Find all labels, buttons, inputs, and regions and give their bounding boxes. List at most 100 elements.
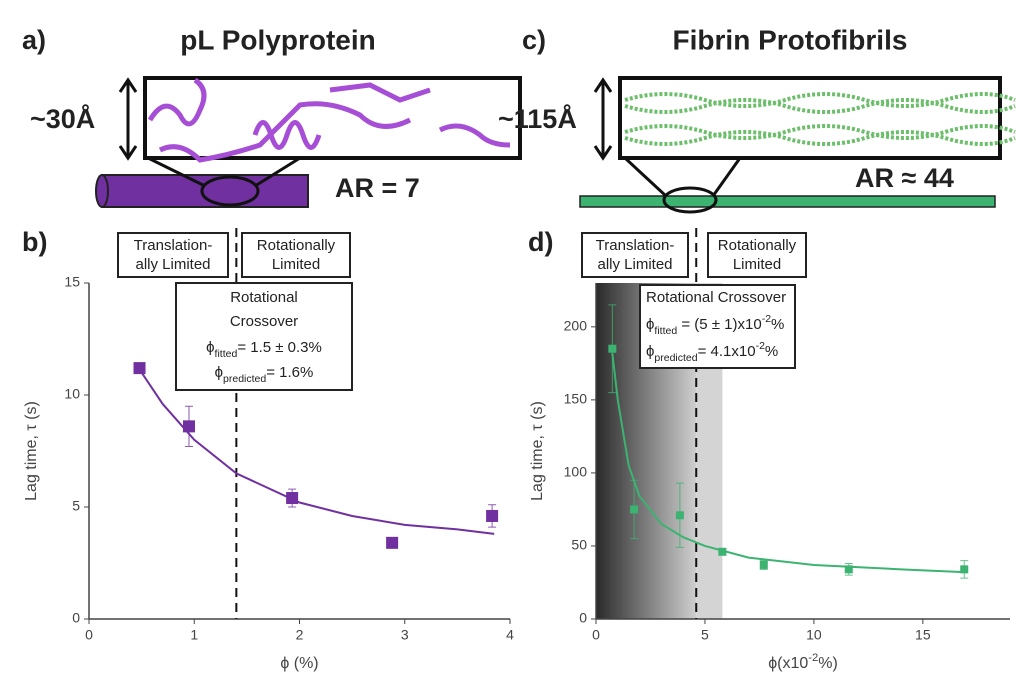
text-part: ϕ — [646, 316, 654, 333]
text-part: ϕ — [646, 343, 654, 360]
region-label: Translation- — [134, 237, 213, 254]
text-part: = 1.6% — [266, 364, 313, 381]
data-point — [759, 560, 768, 569]
x-tick-label: 4 — [506, 627, 514, 643]
panel-a: a) pL Polyprotein ~30Å AR = 7 — [22, 24, 522, 208]
annotation-text: Crossover — [230, 313, 298, 330]
region-label: Rotationally — [257, 237, 336, 254]
x-tick-label: 1 — [190, 627, 198, 643]
panel-title: Fibrin Protofibrils — [673, 24, 908, 55]
data-point — [630, 505, 639, 514]
annotation-text: Rotational Crossover — [646, 289, 786, 306]
data-point — [608, 344, 617, 353]
text-part: -2 — [756, 340, 765, 352]
text-part: -2 — [808, 652, 818, 664]
annotation-text: ϕpredicted= 1.6% — [215, 364, 314, 385]
x-tick-label: 3 — [401, 627, 409, 643]
region-label: ally Limited — [597, 256, 672, 273]
text-part: %) — [818, 655, 838, 672]
y-tick-label: 10 — [64, 386, 80, 402]
region-label: Limited — [733, 256, 781, 273]
annotation-text: ϕpredicted= 4.1x10-2% — [646, 340, 778, 364]
region-label: Rotationally — [718, 237, 797, 254]
zoom-lines — [623, 156, 742, 198]
protein-drawing — [147, 77, 511, 163]
region-box — [241, 232, 351, 278]
panel-title: pL Polyprotein — [180, 24, 376, 55]
y-tick-label: 100 — [564, 464, 588, 480]
annotation-box — [175, 282, 353, 391]
y-tick-label: 0 — [579, 610, 587, 626]
text-part: Rotational — [230, 289, 298, 306]
text-part: ϕ — [206, 339, 214, 356]
region-box — [707, 232, 807, 278]
x-tick-label: 15 — [915, 627, 931, 643]
data-point — [486, 509, 499, 522]
y-axis-label: Lag time, τ (s) — [23, 401, 40, 501]
fibril-drawing — [624, 92, 1016, 146]
y-tick-label: 150 — [564, 391, 588, 407]
y-tick-label: 15 — [64, 274, 80, 290]
annotation-text: Rotational — [230, 289, 298, 306]
annotation-text: ϕfitted= 1.5 ± 0.3% — [206, 339, 322, 360]
data-point — [675, 511, 684, 520]
text-part: % — [765, 343, 778, 360]
zoom-box — [618, 76, 1002, 160]
fit-line — [140, 372, 495, 535]
text-part: predicted — [654, 352, 697, 364]
text-part: fitted — [215, 348, 238, 360]
panel-label: d) — [528, 227, 553, 257]
text-part: Crossover — [230, 313, 298, 330]
region-label: ally Limited — [135, 256, 210, 273]
text-part: ϕ (%) — [280, 655, 318, 672]
region-label: Limited — [272, 256, 320, 273]
annotation-box — [639, 284, 796, 369]
y-tick-label: 5 — [72, 498, 80, 514]
rod — [579, 195, 996, 208]
y-tick-label: 200 — [564, 318, 588, 334]
size-label: ~115Å — [498, 103, 577, 134]
y-axis-label: Lag time, τ (s) — [529, 401, 546, 501]
annotation-text: ϕfitted = (5 ± 1)x10-2% — [646, 313, 784, 337]
x-tick-label: 5 — [701, 627, 709, 643]
text-part: Rotational Crossover — [646, 289, 786, 306]
x-tick-label: 0 — [592, 627, 600, 643]
chart: 0 1 2 3 4 0 5 10 15 ϕ (%) Lag time, τ (s) b) Transla… — [22, 227, 514, 672]
panel-c: c) Fibrin Protofibrils ~115Å AR ≈ 44 — [498, 24, 1016, 214]
text-part: = 1.5 ± 0.3% — [237, 339, 322, 356]
zoom-ellipse — [200, 175, 260, 207]
rod-end — [95, 174, 109, 208]
region-label: Translation- — [596, 237, 675, 254]
x-axis-label: ϕ (%) — [280, 655, 318, 672]
panel-label: b) — [22, 227, 47, 257]
text-part: = (5 ± 1)x10 — [677, 316, 762, 333]
y-tick-label: 0 — [72, 610, 80, 626]
fit-line — [611, 353, 967, 574]
size-arrow-heads — [118, 77, 138, 161]
size-arrow-heads — [593, 77, 613, 161]
text-part: ϕ(x10 — [768, 655, 808, 672]
panel-label: c) — [522, 25, 546, 55]
region-box — [117, 232, 229, 278]
text-part: % — [771, 316, 784, 333]
text-part: predicted — [223, 373, 266, 385]
text-part: ϕ — [215, 364, 223, 381]
aspect-ratio: AR ≈ 44 — [855, 163, 954, 193]
x-axis-label: ϕ(x10-2%) — [768, 652, 838, 672]
region-box — [581, 232, 689, 278]
data-point — [133, 362, 146, 375]
panel-label: a) — [22, 25, 46, 55]
x-tick-label: 0 — [85, 627, 93, 643]
x-tick-label: 2 — [296, 627, 304, 643]
y-tick-label: 50 — [571, 537, 587, 553]
size-label: ~30Å — [30, 103, 95, 134]
zoom-lines — [147, 156, 301, 188]
text-part: = 4.1x10 — [698, 343, 756, 360]
aspect-ratio: AR = 7 — [335, 173, 420, 203]
text-part: -2 — [762, 313, 771, 325]
data-point — [386, 536, 399, 549]
text-part: fitted — [654, 325, 677, 337]
rod — [101, 174, 309, 208]
